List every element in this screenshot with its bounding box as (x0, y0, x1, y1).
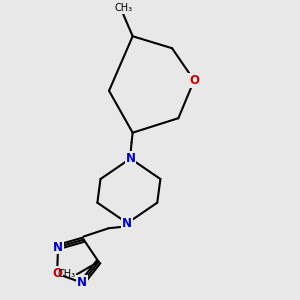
Text: N: N (77, 276, 87, 289)
Text: CH₃: CH₃ (57, 269, 75, 279)
Text: CH₃: CH₃ (114, 3, 132, 13)
Text: O: O (52, 267, 62, 280)
Text: O: O (189, 74, 199, 87)
Text: N: N (125, 152, 136, 165)
Text: N: N (122, 217, 132, 230)
Text: N: N (53, 241, 63, 254)
